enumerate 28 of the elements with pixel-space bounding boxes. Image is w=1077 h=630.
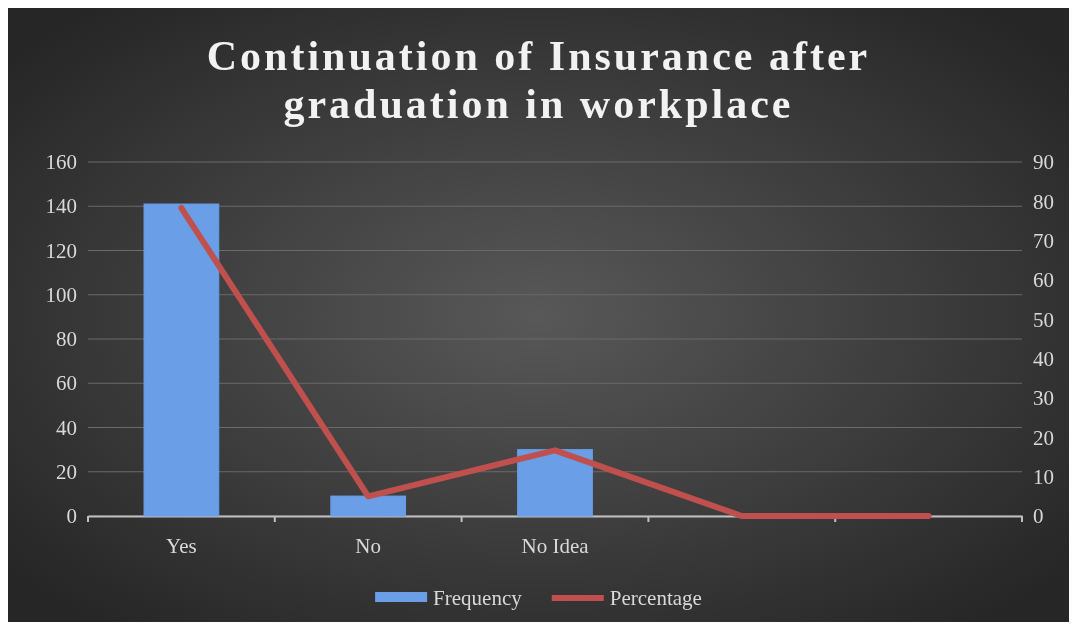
x-tick-label: Yes bbox=[166, 533, 197, 558]
y2-tick-label: 90 bbox=[1033, 150, 1054, 175]
y2-tick-label: 80 bbox=[1033, 189, 1054, 214]
y-tick-label: 100 bbox=[45, 282, 77, 307]
y2-tick-label: 0 bbox=[1033, 504, 1044, 529]
y-tick-label: 40 bbox=[56, 415, 77, 440]
y-tick-label: 140 bbox=[45, 194, 77, 219]
x-tick-label: No bbox=[355, 533, 382, 558]
y-tick-label: 160 bbox=[45, 150, 77, 175]
y2-tick-label: 10 bbox=[1033, 464, 1054, 489]
y2-tick-label: 30 bbox=[1033, 386, 1054, 411]
x-tick-label: No Idea bbox=[521, 533, 590, 558]
y-tick-label: 80 bbox=[56, 327, 77, 352]
y-tick-label: 60 bbox=[56, 371, 77, 396]
y2-tick-label: 40 bbox=[1033, 346, 1054, 371]
y2-tick-label: 60 bbox=[1033, 268, 1054, 293]
chart-title: Continuation of Insurance after graduation in workplace bbox=[206, 33, 871, 127]
bar bbox=[143, 203, 220, 517]
legend-label: Percentage bbox=[609, 586, 702, 610]
bar bbox=[517, 449, 593, 517]
y-tick-label: 20 bbox=[56, 459, 77, 484]
y2-tick-label: 20 bbox=[1033, 425, 1054, 450]
y2-tick-label: 50 bbox=[1033, 307, 1054, 332]
y-tick-label: 120 bbox=[45, 238, 77, 263]
bar bbox=[330, 495, 407, 517]
y-tick-label: 0 bbox=[66, 504, 77, 529]
legend-label: Frequency bbox=[433, 586, 523, 610]
y2-tick-label: 70 bbox=[1033, 228, 1054, 253]
